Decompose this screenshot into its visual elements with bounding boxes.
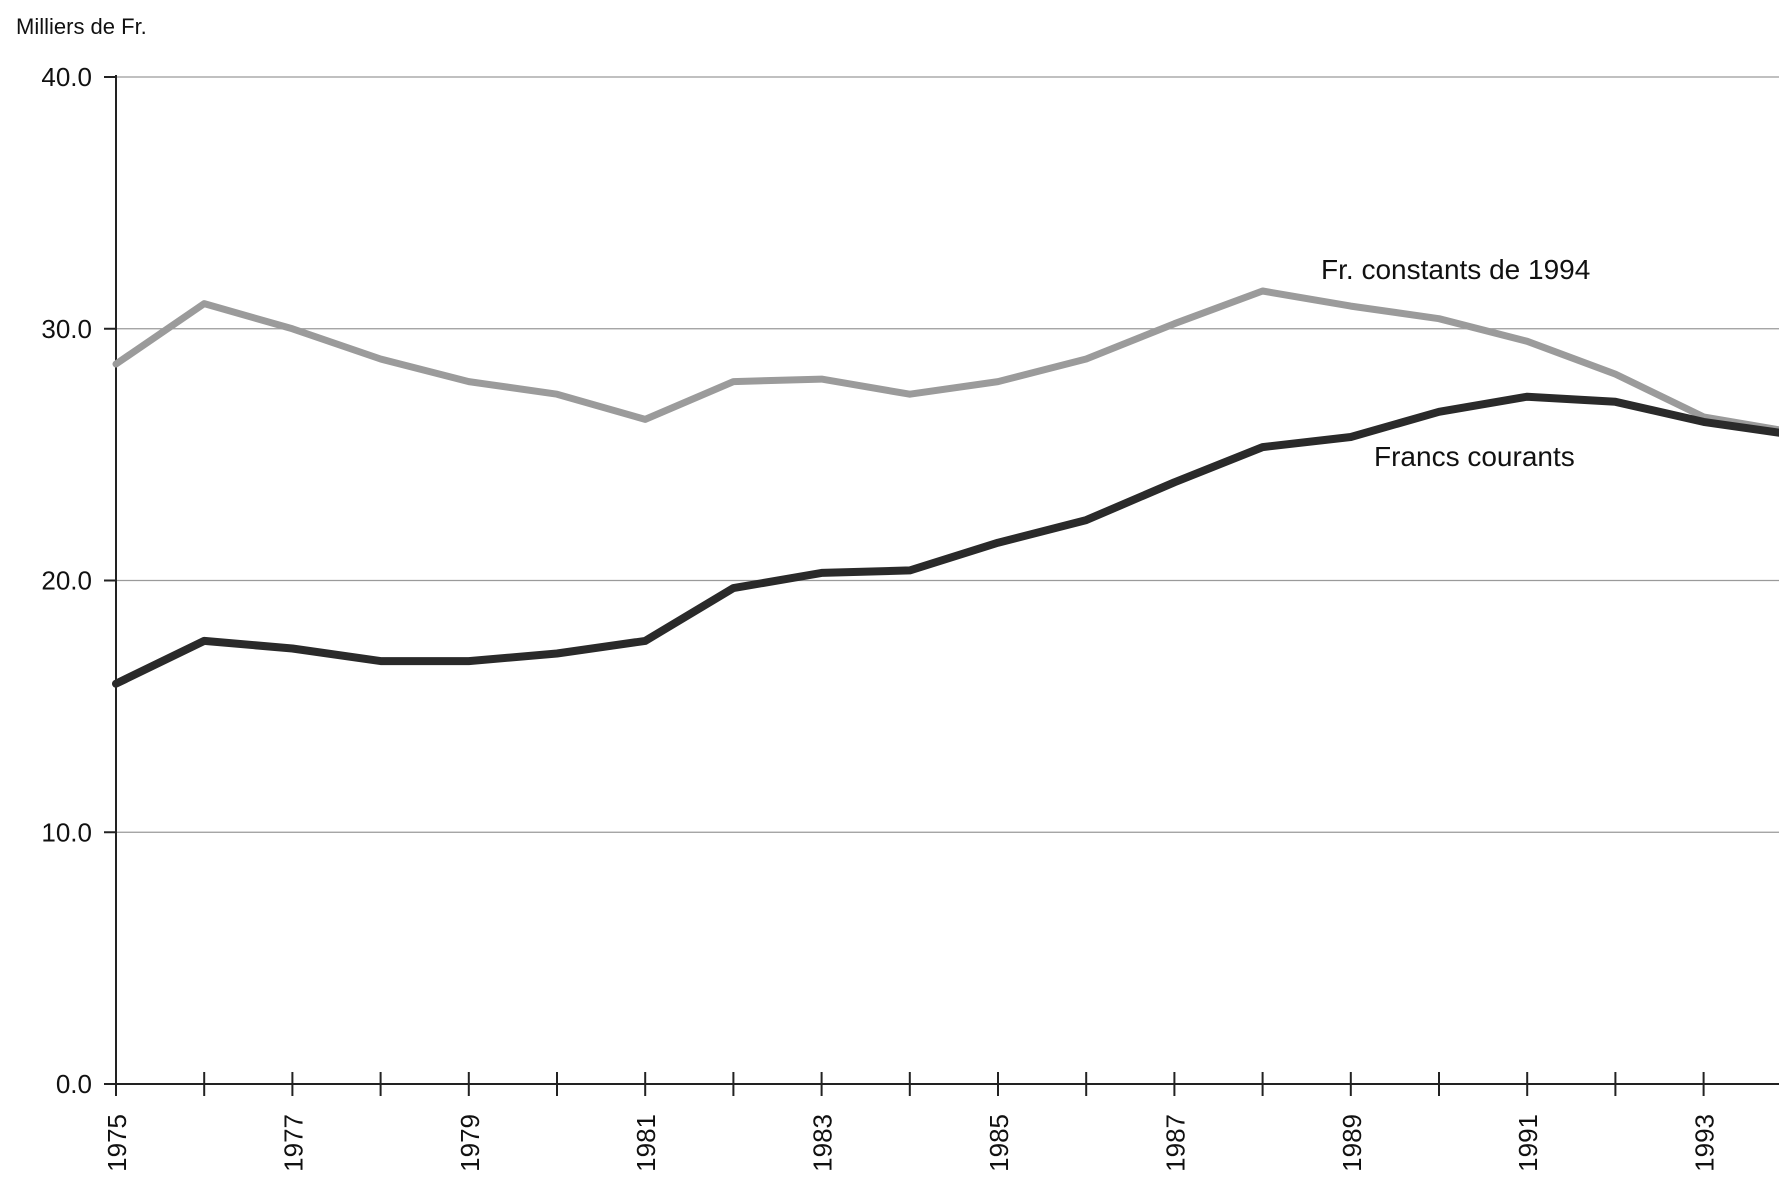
axes (104, 75, 1779, 1096)
grid-lines (116, 76, 1779, 833)
x-tick-label: 1983 (808, 1114, 838, 1172)
x-tick-label: 1989 (1337, 1114, 1367, 1172)
y-tick-label: 20.0 (41, 566, 92, 596)
x-tick-label: 1977 (278, 1114, 308, 1172)
series-label-constants: Fr. constants de 1994 (1321, 254, 1590, 285)
x-tick-label: 1993 (1690, 1114, 1720, 1172)
series-line-constants (112, 287, 1779, 434)
y-tick-label: 0.0 (56, 1069, 92, 1099)
x-tick-label: 1985 (984, 1114, 1014, 1172)
series-label-courants: Francs courants (1374, 441, 1575, 472)
y-axis-label: Milliers de Fr. (16, 14, 147, 39)
series-line-courants (112, 392, 1779, 688)
y-tick-label: 40.0 (41, 62, 92, 92)
y-tick-label: 30.0 (41, 314, 92, 344)
x-tick-label: 1991 (1513, 1114, 1543, 1172)
series-lines (112, 287, 1779, 688)
labels: 0.0 10.0 20.0 30.0 40.0 1975 1977 1979 1981 1983 1… (41, 62, 1719, 1172)
x-tick-label: 1987 (1160, 1114, 1190, 1172)
x-tick-label: 1979 (455, 1114, 485, 1172)
x-tick-label: 1981 (631, 1114, 661, 1172)
y-tick-label: 10.0 (41, 817, 92, 847)
x-tick-label: 1975 (102, 1114, 132, 1172)
